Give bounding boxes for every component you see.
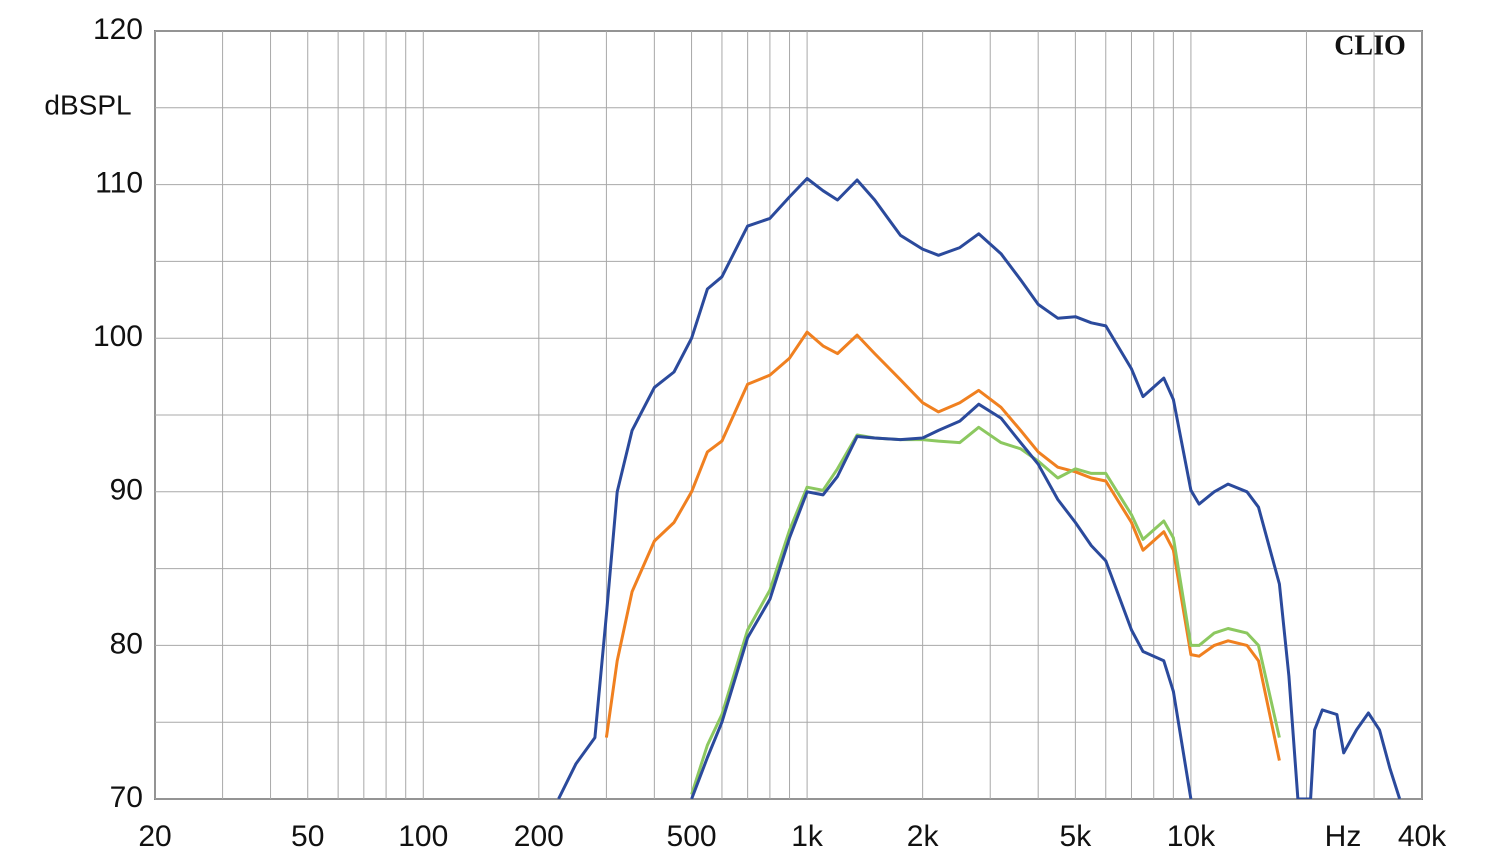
x-axis-label: Hz xyxy=(1325,820,1362,853)
x-tick-label: 10k xyxy=(1167,820,1216,853)
y-tick-label: 70 xyxy=(110,781,143,814)
x-tick-label: 2k xyxy=(907,820,940,853)
x-tick-label: 50 xyxy=(291,820,324,853)
y-tick-label: 100 xyxy=(93,320,143,353)
series-line xyxy=(557,177,1402,799)
x-tick-label: 20 xyxy=(138,820,171,853)
series-line xyxy=(690,425,1281,795)
x-tick-label: 100 xyxy=(398,820,448,853)
y-axis-label: dBSPL xyxy=(44,89,131,120)
y-tick-label: 110 xyxy=(95,167,143,200)
y-tick-label: 90 xyxy=(110,474,143,507)
x-tick-label: 40k xyxy=(1398,820,1447,853)
x-tick-label: 200 xyxy=(514,820,564,853)
brand: CLIO xyxy=(1334,30,1406,61)
y-tick-label: 120 xyxy=(93,13,143,46)
series xyxy=(557,177,1402,799)
grid xyxy=(154,30,1423,800)
x-tick-label: 5k xyxy=(1060,820,1093,853)
series-line xyxy=(604,330,1281,761)
x-tick-label: 1k xyxy=(791,820,824,853)
series-line xyxy=(690,402,1193,799)
x-tick-label: 500 xyxy=(667,820,717,853)
y-tick-label: 80 xyxy=(110,627,143,660)
